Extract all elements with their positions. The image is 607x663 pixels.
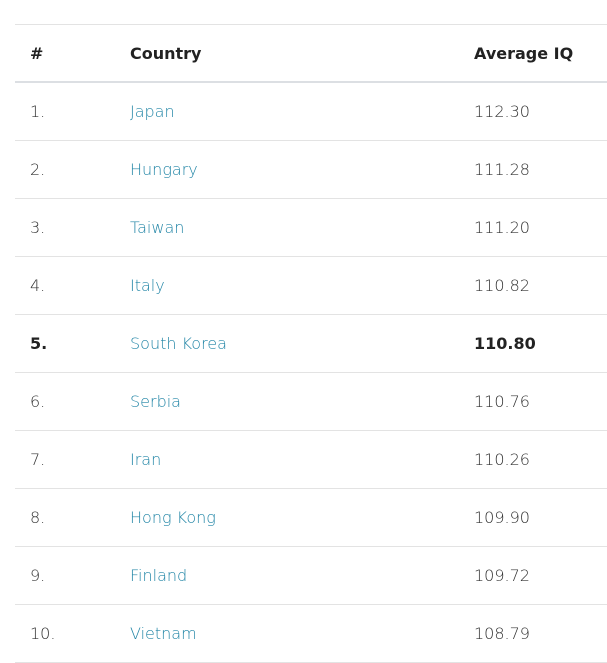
country-cell: Serbia [130,372,474,431]
country-link[interactable]: Italy [130,276,165,295]
table-row: 5. South Korea 110.80 [15,314,607,373]
header-country: Country [130,24,474,83]
iq-cell: 112.30 [474,82,607,141]
country-link[interactable]: Hong Kong [130,508,216,527]
country-cell: Italy [130,256,474,315]
country-cell: Finland [130,546,474,605]
rank-cell: 3. [15,198,130,257]
rank-cell: 1. [15,82,130,141]
iq-ranking-table: # Country Average IQ 1. Japan 112.30 2. H… [15,24,607,663]
country-cell: Taiwan [130,198,474,257]
country-cell: Hungary [130,140,474,199]
rank-cell: 4. [15,256,130,315]
iq-cell: 109.72 [474,546,607,605]
rank-cell: 9. [15,546,130,605]
country-cell: South Korea [130,314,474,373]
table-row: 10. Vietnam 108.79 [15,604,607,663]
table-row: 7. Iran 110.26 [15,430,607,489]
country-link[interactable]: Japan [130,102,175,121]
country-link[interactable]: Taiwan [130,218,185,237]
country-link[interactable]: Vietnam [130,624,197,643]
table-row: 1. Japan 112.30 [15,82,607,141]
country-cell: Vietnam [130,604,474,663]
table-row: 3. Taiwan 111.20 [15,198,607,257]
country-link[interactable]: Finland [130,566,188,585]
rank-cell: 10. [15,604,130,663]
rank-cell: 5. [15,314,130,373]
iq-cell: 108.79 [474,604,607,663]
country-link[interactable]: Iran [130,450,162,469]
header-average-iq: Average IQ [474,24,607,83]
rank-cell: 7. [15,430,130,489]
iq-cell: 111.28 [474,140,607,199]
rank-cell: 6. [15,372,130,431]
country-link[interactable]: Serbia [130,392,181,411]
rank-cell: 8. [15,488,130,547]
country-cell: Japan [130,82,474,141]
country-cell: Iran [130,430,474,489]
rank-cell: 2. [15,140,130,199]
header-rank: # [15,24,130,83]
iq-cell: 110.82 [474,256,607,315]
table-header-row: # Country Average IQ [15,24,607,83]
iq-cell: 110.26 [474,430,607,489]
iq-cell: 110.80 [474,314,607,373]
iq-cell: 110.76 [474,372,607,431]
table-row: 2. Hungary 111.28 [15,140,607,199]
country-link[interactable]: South Korea [130,334,227,353]
country-link[interactable]: Hungary [130,160,198,179]
iq-cell: 109.90 [474,488,607,547]
iq-cell: 111.20 [474,198,607,257]
table-row: 4. Italy 110.82 [15,256,607,315]
table-row: 8. Hong Kong 109.90 [15,488,607,547]
table-row: 9. Finland 109.72 [15,546,607,605]
country-cell: Hong Kong [130,488,474,547]
table-row: 6. Serbia 110.76 [15,372,607,431]
